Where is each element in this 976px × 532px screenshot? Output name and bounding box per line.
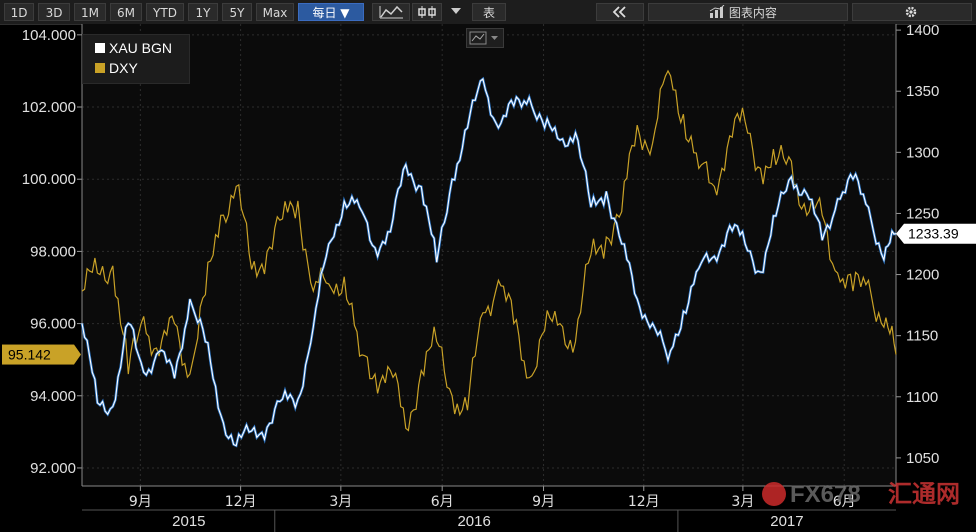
year-label: 2017 xyxy=(770,513,803,530)
period-3d-button[interactable]: 3D xyxy=(38,3,70,21)
legend: XAU BGN DXY xyxy=(82,34,190,84)
right-axis-tick-label: 1100 xyxy=(906,389,938,406)
legend-label-xau: XAU BGN xyxy=(109,40,173,56)
collapse-icon[interactable] xyxy=(596,3,644,21)
period-ytd-button[interactable]: YTD xyxy=(146,3,184,21)
watermark-cn: 汇通网 xyxy=(888,481,960,508)
legend-label-dxy: DXY xyxy=(109,60,138,76)
x-axis-tick-label: 3月 xyxy=(731,494,754,510)
year-label: 2016 xyxy=(457,513,490,530)
right-axis-tick-label: 1050 xyxy=(906,450,939,467)
watermark-brand: FX678 xyxy=(762,478,861,512)
left-axis-tick-label: 92.000 xyxy=(30,460,76,477)
legend-swatch-xau xyxy=(95,43,105,53)
dropdown-icon[interactable] xyxy=(446,3,466,21)
right-axis-tick-label: 1250 xyxy=(906,205,939,222)
period-max-button[interactable]: Max xyxy=(256,3,294,21)
period-1y-button[interactable]: 1Y xyxy=(188,3,218,21)
period-1d-button[interactable]: 1D xyxy=(4,3,34,21)
table-button[interactable]: 表 xyxy=(472,3,506,21)
x-axis-tick-label: 12月 xyxy=(628,494,660,510)
period-6m-button[interactable]: 6M xyxy=(110,3,142,21)
year-label: 2015 xyxy=(172,513,205,530)
plot-area xyxy=(82,24,896,486)
x-axis-tick-label: 3月 xyxy=(329,494,352,510)
legend-swatch-dxy xyxy=(95,63,105,73)
x-axis-tick-label: 12月 xyxy=(225,494,257,510)
left-axis-tick-label: 100.000 xyxy=(22,171,76,188)
toolbar: 1D 3D 1M 6M YTD 1Y 5Y Max 每日 ▼ 表 xyxy=(0,0,976,25)
x-axis-tick-label: 6月 xyxy=(833,494,856,510)
left-axis-tick-label: 104.000 xyxy=(22,27,76,44)
frequency-dropdown[interactable]: 每日 ▼ xyxy=(298,3,364,21)
legend-item-xau: XAU BGN xyxy=(95,39,172,57)
candlestick-icon[interactable] xyxy=(412,3,442,21)
left-axis-tick-label: 98.000 xyxy=(30,243,76,260)
chart-plot: 92.000 94.000 96.000 98.000 100.000 102.000 10… xyxy=(2,24,976,532)
xau-last-value-badge xyxy=(896,223,976,244)
watermark-circle-icon xyxy=(762,482,786,506)
xau-last-value-label: 1233.39 xyxy=(908,226,959,242)
left-axis-tick-label: 94.000 xyxy=(30,388,76,405)
chart-panel-button[interactable]: 图表内容 xyxy=(648,3,848,21)
right-axis-tick-label: 1200 xyxy=(906,267,939,284)
bar-chart-icon xyxy=(709,4,725,24)
chart-panel-label: 图表内容 xyxy=(728,6,777,20)
x-axis-tick-label: 9月 xyxy=(532,494,555,510)
right-axis-tick-label: 1400 xyxy=(906,24,939,39)
period-1m-button[interactable]: 1M xyxy=(74,3,106,21)
left-axis-tick-label: 96.000 xyxy=(30,316,76,333)
legend-item-dxy: DXY xyxy=(95,59,138,77)
gear-icon[interactable] xyxy=(852,3,972,21)
series-line-xau xyxy=(81,78,897,447)
right-axis-tick-label: 1300 xyxy=(906,144,939,161)
period-5y-button[interactable]: 5Y xyxy=(222,3,252,21)
dxy-last-value-badge xyxy=(2,344,74,365)
dxy-last-value-pointer xyxy=(74,344,81,365)
right-axis-tick-label: 1150 xyxy=(906,328,938,345)
series-line-dxy xyxy=(81,69,897,432)
x-axis-tick-label: 9月 xyxy=(129,494,152,510)
left-axis-tick-label: 102.000 xyxy=(22,99,76,116)
right-axis-tick-label: 1350 xyxy=(906,83,939,100)
chart-type-small-button[interactable] xyxy=(466,28,504,48)
line-chart-icon[interactable] xyxy=(372,3,410,21)
dxy-last-value-label: 95.142 xyxy=(8,347,51,363)
x-axis-tick-label: 6月 xyxy=(431,494,454,510)
